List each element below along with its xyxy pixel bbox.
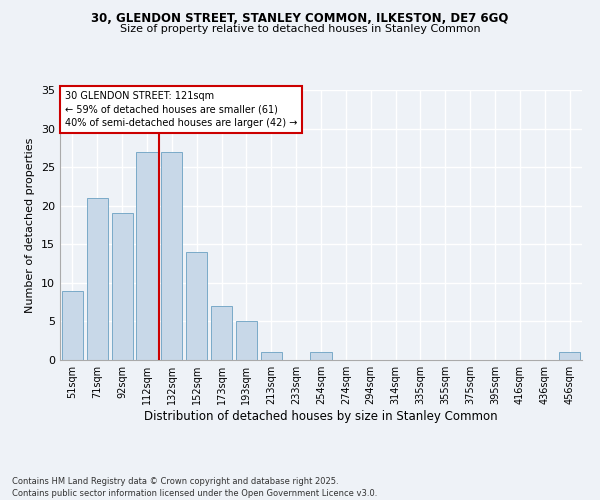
- Bar: [186, 252, 207, 360]
- Bar: [62, 290, 83, 360]
- Bar: [310, 352, 332, 360]
- Bar: [161, 152, 182, 360]
- Bar: [559, 352, 580, 360]
- Text: 30, GLENDON STREET, STANLEY COMMON, ILKESTON, DE7 6GQ: 30, GLENDON STREET, STANLEY COMMON, ILKE…: [91, 12, 509, 26]
- Bar: [261, 352, 282, 360]
- Bar: [211, 306, 232, 360]
- Y-axis label: Number of detached properties: Number of detached properties: [25, 138, 35, 312]
- Text: Contains HM Land Registry data © Crown copyright and database right 2025.
Contai: Contains HM Land Registry data © Crown c…: [12, 476, 377, 498]
- Bar: [87, 198, 108, 360]
- Bar: [236, 322, 257, 360]
- Text: 30 GLENDON STREET: 121sqm
← 59% of detached houses are smaller (61)
40% of semi-: 30 GLENDON STREET: 121sqm ← 59% of detac…: [65, 92, 298, 128]
- Bar: [136, 152, 158, 360]
- Text: Size of property relative to detached houses in Stanley Common: Size of property relative to detached ho…: [119, 24, 481, 34]
- Bar: [112, 214, 133, 360]
- X-axis label: Distribution of detached houses by size in Stanley Common: Distribution of detached houses by size …: [144, 410, 498, 423]
